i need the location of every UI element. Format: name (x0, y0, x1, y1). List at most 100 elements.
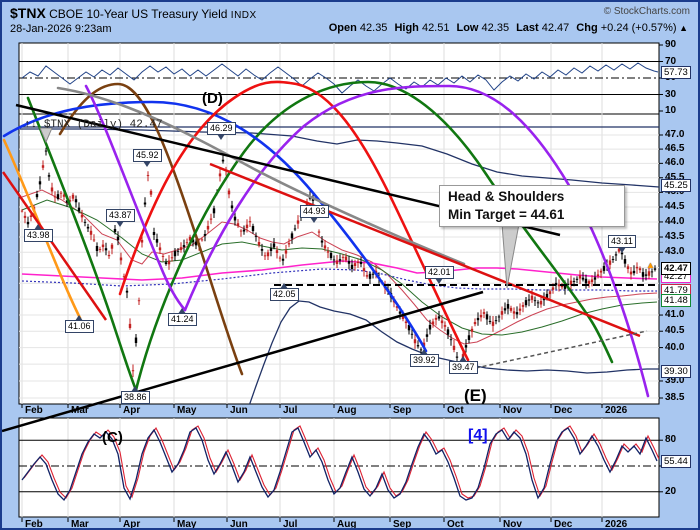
quote-label-high: High (394, 22, 419, 34)
month-label-dec: Dec (554, 405, 573, 416)
quote-up-arrow-icon: ▲ (676, 23, 688, 33)
plot-ticker-text: $TNX (Daily) 42.47 (43, 119, 163, 131)
y-axis-label-41.0: 41.0 (665, 309, 685, 321)
y-axis-label-40.0: 40.0 (665, 341, 685, 353)
month-label-may: May (177, 519, 197, 530)
callout-41.06: 41.06 (65, 320, 94, 333)
plot-ticker-label: ↑↓ $TNX (Daily) 42.47 (24, 119, 163, 131)
callout-41.24: 41.24 (168, 313, 197, 326)
month-label-aug: Aug (337, 519, 357, 530)
callout-43.98: 43.98 (24, 229, 53, 242)
value-box-39.30: 39.30 (661, 365, 691, 378)
month-label-nov: Nov (503, 405, 522, 416)
quote-bar: Open 42.35 High 42.51 Low 42.35 Last 42.47 C… (322, 22, 688, 34)
month-label-feb: Feb (25, 519, 43, 530)
stochastic-lines (21, 425, 659, 502)
y-axis-label-46.5: 46.5 (665, 143, 685, 155)
cycle-arc-blue (2, 100, 428, 353)
ma-green-line (21, 199, 658, 336)
trendline-gray-dashed-support (461, 330, 648, 372)
callout-pointer-icon (34, 224, 42, 230)
ma-blue-dotted-line (21, 268, 657, 292)
cycle-arc-red (118, 80, 470, 362)
value-box-42.47: 42.47 (661, 262, 691, 275)
quote-value-low: 42.35 (478, 22, 510, 34)
wave-label-4: [4] (468, 427, 488, 444)
callout-pointer-icon (39, 127, 53, 144)
top-axis-label-10: 10 (665, 105, 677, 116)
month-label-jul: Jul (283, 519, 298, 530)
quote-label-open: Open (328, 22, 357, 34)
hs-line1: Head & Shoulders (448, 189, 565, 204)
callout-pointer-icon (131, 386, 139, 392)
y-axis-label-43.0: 43.0 (665, 246, 685, 258)
y-axis-label-39.0: 39.0 (665, 374, 685, 386)
month-label-sep: Sep (393, 405, 412, 416)
callout-pointer-icon (459, 356, 467, 362)
chart-header: $TNX CBOE 10-Year US Treasury Yield INDX (10, 5, 257, 21)
stockcharts-watermark: © StockCharts.com (603, 6, 690, 17)
y-axis-label-44.0: 44.0 (665, 215, 685, 227)
month-label-dec: Dec (554, 519, 573, 530)
month-label-oct: Oct (447, 519, 464, 530)
cycle-arc-purple-2 (183, 84, 650, 398)
updown-arrows-icon: ↑↓ (24, 119, 38, 131)
wave-label-c: (C) (102, 429, 123, 446)
top-axis-label-30: 30 (665, 88, 677, 100)
trendline-red-descending (209, 162, 641, 338)
cycle-arc-purple-1 (84, 84, 187, 312)
candles (20, 147, 657, 378)
value-box-41.48: 41.48 (661, 294, 691, 307)
cycle-arc-brown (58, 82, 244, 376)
trendline-black-ascending (2, 290, 484, 433)
ma-magenta-line (21, 260, 658, 281)
quote-value-open: 42.35 (356, 22, 388, 34)
quote-value-chg: +0.24 (+0.57%) (597, 22, 677, 34)
month-label-feb: Feb (25, 405, 43, 416)
y-axis-label-45.5: 45.5 (665, 171, 685, 183)
month-label-apr: Apr (123, 519, 141, 530)
bottom-axis-label-20: 20 (665, 485, 677, 497)
quote-value-last: 42.47 (538, 22, 570, 34)
wave-label-d: (D) (202, 90, 223, 107)
month-label-jun: Jun (230, 405, 248, 416)
ticker-name: CBOE 10-Year US Treasury Yield (49, 7, 228, 21)
quote-value-high: 42.51 (418, 22, 450, 34)
month-label-sep: Sep (393, 519, 412, 530)
value-box-55.44: 55.44 (661, 455, 691, 468)
top-indicator-line (21, 62, 659, 94)
navy-lower-band (249, 300, 659, 404)
callout-pointer-icon (618, 247, 626, 253)
y-axis-label-40.5: 40.5 (665, 325, 685, 337)
wave-label-e: (E) (464, 386, 487, 405)
value-box-57.73: 57.73 (661, 66, 691, 79)
callout-38.86: 38.86 (121, 391, 150, 404)
month-label-mar: Mar (71, 519, 89, 530)
price-up-arrow-icon: ▲ (646, 260, 655, 270)
value-box-45.25: 45.25 (661, 179, 691, 192)
callout-39.92: 39.92 (410, 354, 439, 367)
y-axis-label-43.5: 43.5 (665, 231, 685, 243)
y-axis-label-47.0: 47.0 (665, 129, 685, 140)
quote-label-chg: Chg (576, 22, 598, 34)
month-label-oct: Oct (447, 405, 464, 416)
month-label-may: May (177, 405, 197, 416)
chart-datetime: 28-Jan-2026 9:23am (10, 23, 112, 35)
month-label-mar: Mar (71, 405, 89, 416)
callout-pointer-icon (116, 221, 124, 227)
cycle-arc-green-2 (134, 80, 614, 392)
panel-box (18, 113, 660, 405)
callout-pointer-icon (420, 349, 428, 355)
month-label-2026: 2026 (605, 405, 628, 416)
month-label-jul: Jul (283, 405, 298, 416)
hs-line2: Min Target = 44.61 (448, 207, 565, 222)
callout-pointer-icon (280, 283, 288, 289)
callout-pointer-icon (435, 278, 443, 284)
top-axis-label-90: 90 (665, 39, 677, 50)
callout-pointer-icon (310, 217, 318, 223)
callout-pointer-icon (178, 308, 186, 314)
quote-label-last: Last (516, 22, 539, 34)
y-axis-label-44.5: 44.5 (665, 201, 685, 213)
